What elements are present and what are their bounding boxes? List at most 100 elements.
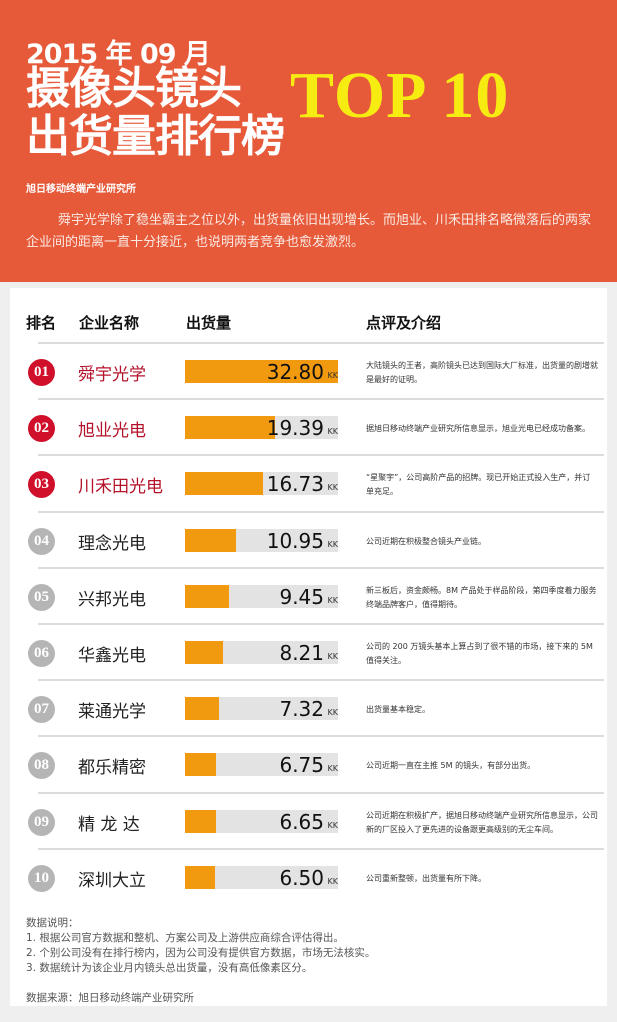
comment-text: 新三板后，资金颇畅。8M 产品处于样品阶段，第四季度着力服务终端品牌客户，值得期… [366,585,597,609]
comment-text: 大陆镜头的王者，高阶镜头已达到国际大厂标准，出货量的剧增就是最好的证明。 [366,361,598,384]
comment: 公司重新整顿，出货量有所下降。 [366,862,598,896]
comment: 公司近期在积极整合镜头产业链。 [366,525,598,559]
bar-fill [185,472,264,496]
title-line-2: 出货量排行榜 [26,111,285,162]
company-name: 旭业光电 [78,421,146,442]
comment-text: 公司重新整顿，出货量有所下降。 [366,873,486,883]
rank-badge: 09 [28,808,55,836]
bar-track: 10.95 KK [185,528,339,553]
comment: 新三板后，资金颇畅。8M 产品处于样品阶段，第四季度着力服务终端品牌客户，值得期… [366,581,598,615]
bar-value: 6.75 [279,753,324,778]
bar-fill [185,809,217,833]
comment-text: 公司近期在积极整合镜头产业链。 [366,536,486,546]
bar-unit: KK [327,764,339,774]
header-banner: 2015 年 09 月 摄像头镜头 出货量排行榜 TOP 10 旭日移动终端产业研… [0,0,617,282]
bar-track: 19.39 KK [185,416,338,441]
table-row: 10 深圳大立 6.50 KK 公司重新整顿，出货量有所下降。 [28,847,604,904]
bar-track: 6.75 KK [185,753,339,778]
title-line-1: 摄像头镜头 [26,63,242,114]
bar-fill [185,641,224,664]
footer-note: 3. 数据统计为该企业月内镜头总出货量，没有高低像素区分。 [26,962,313,974]
bar-unit: KK [327,539,339,549]
company-name: 莱通光学 [78,702,146,723]
bar-value: 9.45 [279,584,324,609]
table-row: 02 旭业光电 19.39 KK 据旭日移动终端产业研究所信息显示，旭业光电已经成… [28,398,604,454]
comment-text: 公司近期一直在主推 5M 的镜头，有部分出货。 [366,761,536,771]
col-company: 企业名称 [79,314,140,332]
footer-notes: 数据说明： 1. 根据公司官方数据和整机、方案公司及上游供应商综合评估得出。 2… [26,916,375,1006]
comment-text: 公司的 200 万镜头基本上算占到了很不错的市场，接下来的 5M 值得关注。 [366,642,593,665]
rank-badge: 10 [28,864,55,892]
table-row: 03 川禾田光电 16.73 KK “星聚宇”，公司高阶产品的招牌。现已开始正式投… [28,454,604,510]
comment: 大陆镜头的王者，高阶镜头已达到国际大厂标准，出货量的剧增就是最好的证明。 [366,356,598,390]
col-shipment: 出货量 [186,314,232,332]
table-row: 08 都乐精密 6.75 KK 公司近期一直在主推 5M 的镜头，有部分出货。 [28,735,604,791]
bar-fill [185,753,217,777]
comment-text: 出货量基本稳定。 [366,705,430,715]
comment: 公司近期一直在主推 5M 的镜头，有部分出货。 [366,749,598,783]
footer-note: 2. 个别公司没有在排行榜内，因为公司没有提供官方数据，市场无法核实。 [26,947,376,959]
bar-value: 32.80 [266,360,324,384]
company-name: 深圳大立 [78,870,146,891]
company-name: 兴邦光电 [78,589,146,610]
bar-unit: KK [327,876,339,886]
comment: “星聚宇”，公司高阶产品的招牌。现已开始正式投入生产，并订单充足。 [366,468,598,502]
footer-title: 数据说明： [26,917,79,929]
comment: 公司近期在积极扩产，据旭日移动终端产业研究所信息显示，公司新的厂区投入了更先进的… [366,806,598,840]
col-comment: 点评及介绍 [366,314,442,332]
rank-badge: 04 [28,527,55,555]
bar-track: 6.65 KK [185,809,339,834]
bar-value: 10.95 [266,528,324,553]
bar-fill [185,697,220,721]
bar-value: 6.65 [279,809,324,834]
table-row: 09 精 龙 达 6.65 KK 公司近期在积极扩产，据旭日移动终端产业研究所信息… [28,791,604,848]
rank-badge: 03 [28,471,55,499]
table-row: 01 舜宇光学 32.80 KK 大陆镜头的王者，高阶镜头已达到国际大厂标准，出货… [28,342,604,398]
page-title: 摄像头镜头 出货量排行榜 [26,63,285,162]
bar-unit: KK [327,652,339,661]
top10-badge: TOP 10 [290,59,510,132]
comment: 据旭日移动终端产业研究所信息显示，旭业光电已经成功备案。 [366,412,598,446]
org-name: 旭日移动终端产业研究所 [26,184,136,195]
comment-text: “星聚宇”，公司高阶产品的招牌。现已开始正式投入生产，并订单充足。 [366,473,591,497]
company-name: 理念光电 [78,533,146,554]
rank-badge: 02 [28,415,55,443]
bar-track: 6.50 KK [185,865,339,890]
footer-source: 数据来源：旭日移动终端产业研究所 [26,992,194,1004]
rank-badge: 08 [28,752,55,780]
bar-fill [185,416,276,440]
bar-value: 19.39 [266,416,324,441]
bar-track: 16.73 KK [185,472,339,497]
bar-unit: KK [327,483,339,493]
col-rank: 排名 [26,314,57,332]
company-name: 华鑫光电 [78,646,146,666]
rank-badge: 07 [28,696,55,724]
company-name: 精 龙 达 [78,814,140,835]
bar-track: 8.21 KK [185,641,339,665]
intro-text: 舜宇光学除了稳坐霸主之位以外，出货量依旧出现增长。而旭业、川禾田排名略微落后的两… [26,213,592,250]
bar-track: 7.32 KK [185,697,339,722]
table-row: 04 理念光电 10.95 KK 公司近期在积极整合镜头产业链。 [28,510,604,567]
rank-badge: 05 [28,583,55,611]
bar-fill [185,865,216,889]
table-row: 05 兴邦光电 9.45 KK 新三板后，资金颇畅。8M 产品处于样品阶段，第四季… [28,566,604,623]
table-row: 06 华鑫光电 8.21 KK 公司的 200 万镜头基本上算占到了很不错的市场，… [28,623,604,679]
title-date: 2015 年 09 月 [26,39,211,70]
comment-text: 据旭日移动终端产业研究所信息显示，旭业光电已经成功备案。 [366,424,590,434]
comment: 出货量基本稳定。 [366,693,598,727]
company-name: 舜宇光学 [78,365,146,385]
bar-unit: KK [327,708,339,718]
bar-track: 9.45 KK [185,584,339,609]
bar-value: 8.21 [279,641,324,665]
company-name: 都乐精密 [78,758,146,779]
comment-text: 公司近期在积极扩产，据旭日移动终端产业研究所信息显示，公司新的厂区投入了更先进的… [366,810,598,834]
bar-value: 7.32 [279,697,324,722]
bar-fill [185,528,237,552]
table-row: 07 莱通光学 7.32 KK 出货量基本稳定。 [28,679,604,735]
comment: 公司的 200 万镜头基本上算占到了很不错的市场，接下来的 5M 值得关注。 [366,637,598,671]
rank-badge: 06 [28,640,55,667]
bar-unit: KK [327,820,339,830]
bar-unit: KK [327,595,339,605]
bar-value: 16.73 [266,472,324,497]
bar-value: 6.50 [279,865,324,890]
